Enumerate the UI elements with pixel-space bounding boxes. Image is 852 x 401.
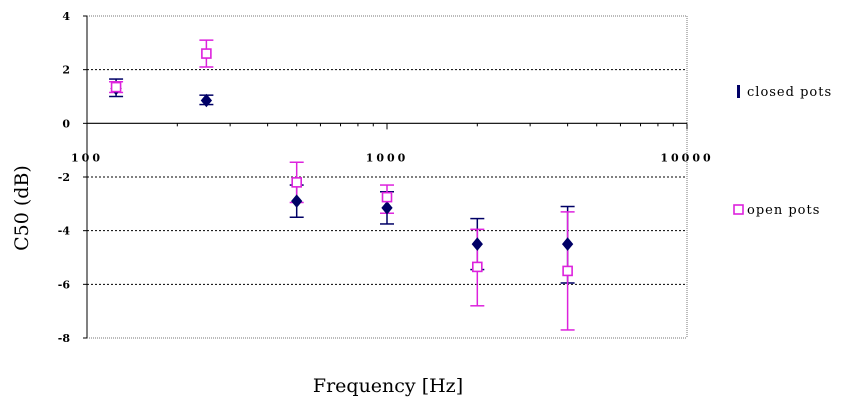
- legend-item: closed pots: [737, 85, 832, 100]
- data-point-closed-pots: [471, 237, 483, 251]
- data-point-closed-pots: [291, 194, 303, 208]
- data-point-closed-pots: [200, 93, 213, 108]
- markers: [110, 48, 574, 277]
- y-tick-label: -6: [58, 278, 71, 291]
- x-tick-label: 100: [71, 151, 103, 164]
- y-tick-label: 4: [62, 10, 70, 23]
- legend-label: open pots: [747, 203, 820, 218]
- x-ticks: 100 1000 10000: [71, 123, 713, 164]
- x-tick-label: 1000: [366, 151, 409, 164]
- y-ticks: 4 2 0 -2 -4 -6 -8: [58, 10, 87, 345]
- data-point-open-pots: [201, 48, 212, 59]
- x-axis-label: Frequency [Hz]: [313, 375, 463, 397]
- y-tick-label: -8: [58, 332, 71, 345]
- y-tick-label: 0: [62, 117, 70, 130]
- legend: closed pots open pots: [733, 85, 832, 218]
- y-axis-label: C50 (dB): [11, 165, 33, 251]
- data-point-open-pots: [110, 81, 122, 93]
- legend-swatch-closed-pots: [737, 85, 740, 98]
- legend-item: open pots: [733, 203, 820, 218]
- y-tick-label: -2: [58, 171, 70, 184]
- data-point-open-pots: [562, 265, 573, 277]
- grid: [87, 69, 687, 285]
- data-point-open-pots: [381, 191, 393, 203]
- legend-label: closed pots: [747, 85, 832, 100]
- data-point-open-pots: [472, 261, 483, 273]
- data-point-open-pots: [291, 177, 302, 188]
- legend-swatch-open-pots: [733, 204, 744, 215]
- data-point-closed-pots: [381, 201, 393, 215]
- y-tick-label: 2: [62, 64, 70, 77]
- y-tick-label: -4: [58, 225, 71, 238]
- error-bars: [109, 39, 575, 331]
- x-tick-label: 10000: [660, 151, 713, 164]
- data-point-closed-pots: [561, 237, 574, 251]
